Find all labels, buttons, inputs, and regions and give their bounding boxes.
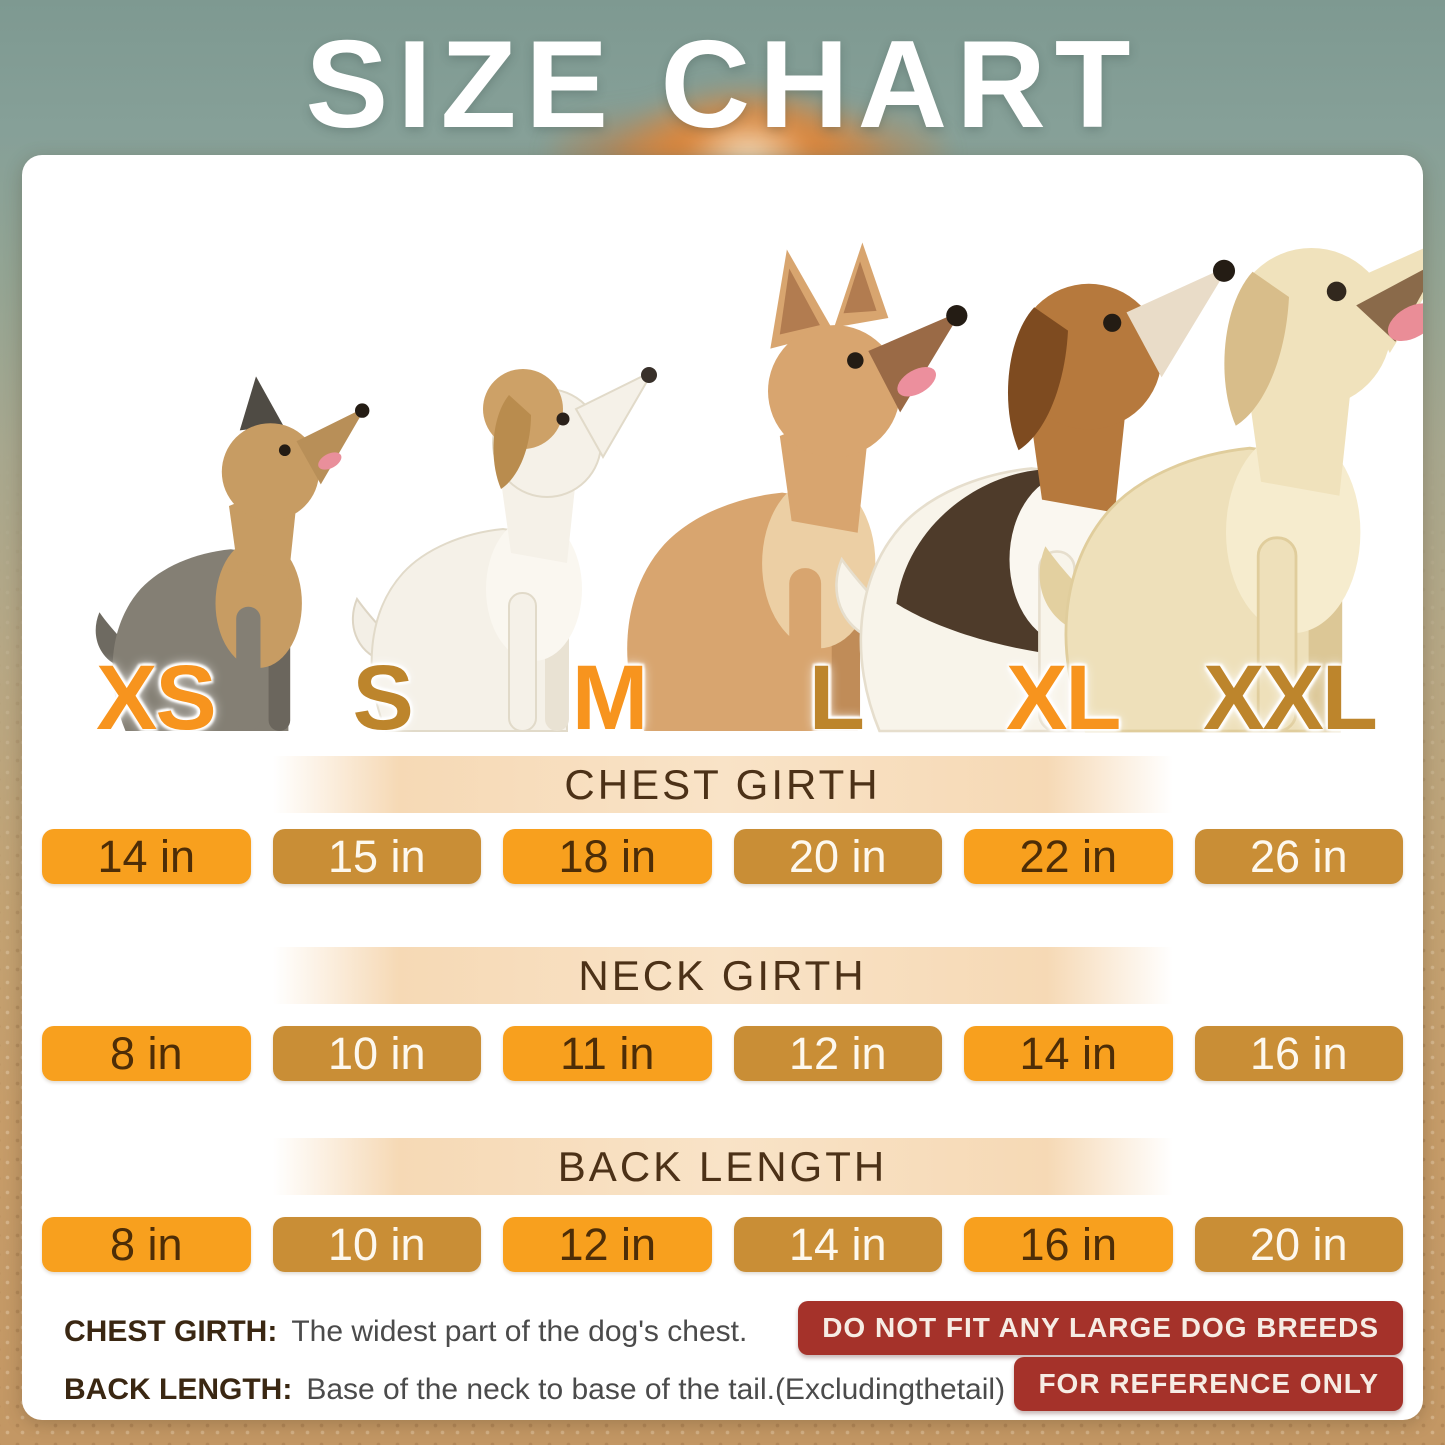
dog-labrador-retriever: [1039, 248, 1423, 733]
warning-badge-reference-only: FOR REFERENCE ONLY: [1014, 1357, 1403, 1411]
size-label-m: M: [571, 647, 649, 749]
cell-chest-xs: 14 in: [42, 829, 251, 884]
size-label-xl: XL: [1005, 647, 1122, 749]
back-length-note: BACK LENGTH: Base of the neck to base of …: [64, 1373, 1005, 1407]
section-header-back-length: BACK LENGTH: [272, 1138, 1173, 1195]
cell-back-xs: 8 in: [42, 1217, 251, 1272]
cell-neck-s: 10 in: [272, 1026, 481, 1081]
cell-neck-xxl: 16 in: [1194, 1026, 1403, 1081]
back-length-note-label: BACK LENGTH:: [64, 1373, 293, 1406]
chest-girth-note-text: The widest part of the dog's chest.: [291, 1315, 748, 1348]
cell-back-l: 14 in: [733, 1217, 942, 1272]
size-label-xs: XS: [96, 647, 217, 749]
cell-back-m: 12 in: [503, 1217, 712, 1272]
cell-chest-xxl: 26 in: [1194, 829, 1403, 884]
cell-neck-xs: 8 in: [42, 1026, 251, 1081]
size-labels-row: XS S M L XL XXL: [42, 643, 1403, 753]
cell-neck-m: 11 in: [503, 1026, 712, 1081]
dogs-illustration: [95, 242, 1423, 733]
cell-chest-xl: 22 in: [964, 829, 1173, 884]
cell-chest-l: 20 in: [733, 829, 942, 884]
chest-girth-note: CHEST GIRTH: The widest part of the dog's…: [64, 1315, 747, 1349]
warning-badge-no-large-breeds: DO NOT FIT ANY LARGE DOG BREEDS: [798, 1301, 1403, 1355]
back-length-note-text: Base of the neck to base of the tail.(Ex…: [306, 1373, 1006, 1406]
size-label-s: S: [352, 647, 414, 749]
chest-girth-note-label: CHEST GIRTH:: [64, 1315, 278, 1348]
cell-back-xxl: 20 in: [1194, 1217, 1403, 1272]
size-label-xxl: XXL: [1203, 647, 1378, 749]
cell-back-xl: 16 in: [964, 1217, 1173, 1272]
dog-jack-russell-terrier: [351, 367, 657, 732]
cell-chest-m: 18 in: [503, 829, 712, 884]
blurred-dog-photo-background: [548, 30, 948, 165]
dog-yorkshire-terrier: [95, 376, 369, 731]
cell-neck-l: 12 in: [733, 1026, 942, 1081]
chest-girth-row: 14 in 15 in 18 in 20 in 22 in 26 in: [42, 829, 1403, 884]
page-title: SIZE CHART: [305, 16, 1140, 154]
cell-neck-xl: 14 in: [964, 1026, 1173, 1081]
cell-chest-s: 15 in: [272, 829, 481, 884]
section-header-chest-girth: CHEST GIRTH: [272, 756, 1173, 813]
back-length-row: 8 in 10 in 12 in 14 in 16 in 20 in: [42, 1217, 1403, 1272]
cell-back-s: 10 in: [272, 1217, 481, 1272]
neck-girth-row: 8 in 10 in 11 in 12 in 14 in 16 in: [42, 1026, 1403, 1081]
size-label-l: L: [808, 647, 865, 749]
section-header-neck-girth: NECK GIRTH: [272, 947, 1173, 1004]
size-chart-card: XS S M L XL XXL CHEST GIRTH 14 in 15 in …: [22, 155, 1423, 1420]
